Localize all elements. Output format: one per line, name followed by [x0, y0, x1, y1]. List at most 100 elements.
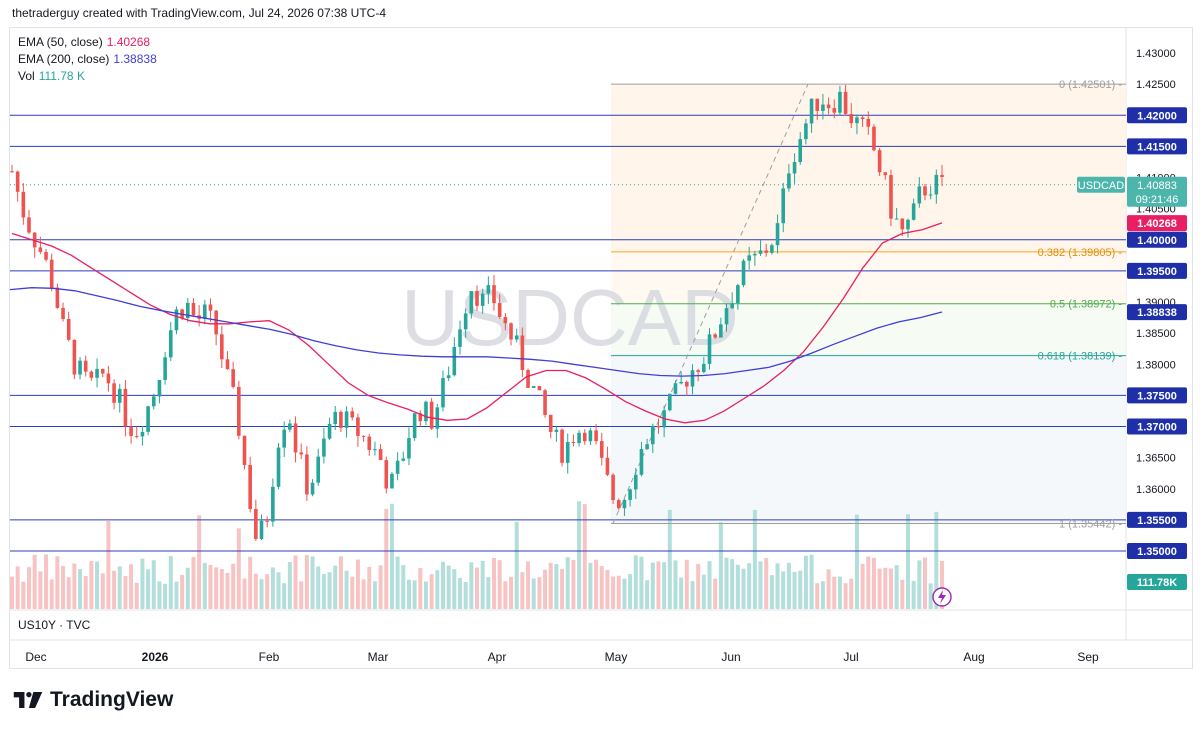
candle-body	[537, 386, 542, 391]
volume-bar	[276, 572, 281, 609]
volume-bar	[718, 522, 723, 609]
volume-bar	[469, 562, 474, 609]
symbol-watermark: USDCAD	[401, 273, 739, 362]
legend-volume[interactable]: Vol 111.78 K	[18, 69, 85, 83]
candle-body	[106, 373, 111, 384]
fib-level-label: 1 (1.35442) -	[1059, 518, 1122, 530]
candle-body	[866, 118, 871, 127]
volume-bar	[815, 583, 820, 609]
level-badge	[1127, 511, 1187, 528]
level-badge	[1127, 418, 1187, 435]
candle-body	[696, 370, 700, 373]
candle-body	[713, 334, 717, 338]
chart-caption: thetraderguy created with TradingView.co…	[12, 6, 386, 20]
legend-ema200[interactable]: EMA (200, close) 1.38838	[18, 52, 157, 66]
fib-zone	[611, 84, 1126, 252]
candle-body	[787, 173, 791, 189]
candle-body	[469, 291, 474, 314]
candle-body	[900, 218, 905, 230]
candle-body	[628, 489, 632, 500]
volume-bar	[242, 578, 247, 609]
level-badge	[1127, 543, 1187, 559]
candle-body	[486, 285, 491, 294]
volume-bar	[514, 521, 519, 609]
volume-bar	[367, 566, 372, 609]
candle-body	[288, 423, 292, 430]
volume-bar	[248, 556, 253, 609]
fib-level-label: 0.618 (1.38139) -	[1038, 351, 1123, 363]
tradingview-logo-icon	[13, 692, 43, 708]
candle-body	[843, 91, 848, 114]
volume-bar	[66, 577, 71, 609]
candle-body	[38, 247, 43, 252]
candle-body	[588, 430, 593, 442]
candle-body	[395, 460, 400, 474]
volume-bar	[38, 571, 43, 609]
candle-body	[702, 363, 706, 373]
candle-body	[322, 438, 326, 457]
candle-body	[407, 438, 411, 459]
volume-bar	[588, 562, 593, 609]
volume-bar	[758, 561, 763, 609]
price-tick-label: 1.42500	[1136, 79, 1176, 91]
candle-body	[378, 449, 383, 461]
sub-pane-label[interactable]: US10Y · TVC	[18, 618, 91, 632]
candle-body	[928, 194, 933, 196]
time-tick-label: Dec	[25, 650, 46, 664]
candle-body	[611, 474, 615, 501]
volume-bar	[157, 581, 162, 609]
volume-bar	[310, 556, 315, 609]
volume-bar	[214, 567, 219, 609]
legend-volume-label: Vol	[18, 69, 35, 83]
time-tick-label: Feb	[259, 650, 280, 664]
candle-body	[531, 386, 536, 388]
volume-bar	[316, 566, 321, 609]
fib-level-label: 0.5 (1.38972) -	[1050, 299, 1122, 311]
candle-body	[463, 313, 468, 330]
volume-bar	[526, 561, 531, 609]
candle-body	[72, 339, 77, 375]
volume-bar	[452, 569, 457, 609]
tradingview-brand[interactable]: TradingView	[12, 688, 173, 712]
candle-body	[934, 174, 939, 195]
time-tick-label: 2026	[142, 650, 169, 664]
candle-body	[906, 219, 910, 230]
legend-ema50[interactable]: EMA (50, close) 1.40268	[18, 35, 150, 49]
volume-bar	[89, 561, 94, 609]
candle-body	[265, 520, 269, 522]
volume-bar	[877, 568, 882, 609]
time-tick-label: Jun	[721, 650, 740, 664]
level-badge-text: 1.37500	[1137, 390, 1177, 402]
volume-badge-text: 111.78K	[1137, 577, 1177, 589]
volume-bar	[259, 579, 264, 609]
volume-bar	[900, 579, 905, 609]
candle-body	[923, 186, 927, 196]
volume-bar	[922, 557, 927, 609]
candle-body	[753, 253, 757, 256]
candle-body	[55, 287, 60, 308]
volume-bar	[565, 557, 570, 609]
candle-body	[361, 435, 366, 437]
volume-bar	[423, 581, 428, 609]
ema200-badge-text: 1.38838	[1137, 307, 1177, 319]
candle-body	[543, 390, 547, 415]
last-price-text: 1.40883	[1137, 180, 1177, 192]
candle-body	[220, 334, 224, 360]
volume-bar	[401, 565, 406, 609]
volume-bar	[832, 576, 837, 609]
candle-body	[775, 223, 780, 246]
volume-bar	[764, 558, 769, 609]
volume-bar	[509, 576, 514, 609]
candle-body	[242, 435, 247, 466]
candle-body	[305, 454, 309, 495]
volume-bar	[633, 555, 638, 609]
volume-bar	[650, 562, 655, 609]
volume-bar	[100, 573, 105, 609]
candle-body	[27, 217, 31, 233]
volume-bar	[837, 576, 842, 609]
volume-bar	[860, 563, 865, 609]
volume-bar	[667, 509, 672, 609]
volume-bar	[571, 560, 576, 609]
volume-bar	[798, 570, 803, 609]
